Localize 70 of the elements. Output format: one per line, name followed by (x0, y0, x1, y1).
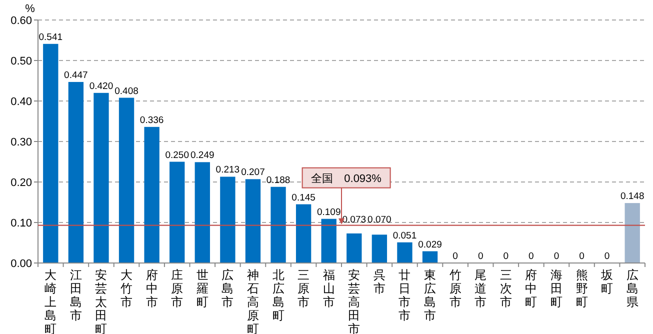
data-label: 0.541 (38, 32, 63, 43)
y-tick-label: 0.30 (10, 136, 32, 148)
x-tick-label: 福山市 (322, 268, 335, 309)
x-tick-label: 三次市 (500, 268, 512, 309)
bar (170, 162, 185, 263)
data-label: 0.070 (368, 214, 392, 226)
bar (321, 218, 336, 263)
data-label: 0 (604, 251, 610, 262)
y-tick-label: 0.20 (10, 177, 32, 189)
data-label: 0.051 (392, 230, 417, 242)
data-label: 0.207 (241, 167, 265, 178)
bar (43, 44, 58, 263)
data-label: 0 (478, 251, 484, 262)
x-tick-label: 東広島市 (424, 268, 436, 322)
data-label: 0 (579, 251, 584, 262)
data-label: 0.250 (165, 150, 189, 161)
x-tick-label: 坂町 (600, 268, 614, 296)
bar (118, 98, 134, 263)
x-tick-label: 竹原市 (449, 268, 462, 309)
bar (372, 234, 388, 263)
data-label: 0.420 (89, 80, 114, 92)
x-tick-label: 熊野町 (576, 268, 588, 309)
ref-line-label: 全国 0.093% (311, 172, 382, 185)
y-tick-label: 0.50 (10, 56, 32, 68)
x-tick-label: 江田島市 (70, 268, 82, 322)
data-label: 0.029 (418, 239, 442, 250)
x-tick-label: 呉市 (373, 268, 386, 296)
bar (94, 92, 109, 263)
bar (397, 242, 412, 263)
x-tick-label: 広島市 (222, 268, 234, 309)
data-label: 0.447 (64, 70, 88, 81)
bar (624, 203, 640, 263)
x-tick-label: 広島県 (626, 268, 638, 309)
y-tick-label: 0.60 (10, 15, 32, 27)
data-label: 0.109 (316, 206, 341, 218)
bar (68, 82, 84, 263)
x-tick-label: 廿日市市 (398, 268, 411, 322)
x-tick-label: 世羅町 (196, 268, 208, 309)
bar (245, 179, 261, 263)
x-tick-label: 府中町 (525, 268, 538, 309)
y-tick-label: 0.10 (10, 218, 32, 230)
x-tick-label: 府中市 (146, 268, 158, 309)
data-label: 0.148 (620, 191, 644, 202)
data-label: 0 (554, 251, 560, 262)
data-label: 0.188 (266, 174, 290, 186)
bar (422, 251, 438, 263)
bar (270, 186, 286, 263)
x-tick-label: 北広島町 (272, 268, 284, 322)
data-label: 0.213 (216, 164, 240, 176)
data-label: 0.408 (114, 86, 138, 97)
bar (220, 176, 236, 263)
bar (194, 162, 210, 263)
x-tick-label: 三原市 (298, 268, 310, 309)
x-tick-label: 大竹市 (120, 268, 133, 309)
bar (346, 233, 362, 263)
data-label: 0 (528, 251, 534, 262)
y-axis-title: % (25, 3, 36, 15)
data-label: 0 (503, 251, 509, 262)
x-tick-label: 庄原市 (171, 268, 184, 309)
x-tick-label: 海田町 (550, 268, 562, 309)
data-label: 0.336 (140, 114, 164, 126)
x-tick-label: 尾道市 (474, 268, 487, 309)
data-label: 0.073 (342, 214, 366, 226)
data-label: 0.145 (292, 192, 316, 204)
y-tick-label: 0.00 (10, 258, 32, 270)
y-tick-label: 0.40 (10, 96, 32, 108)
bar (144, 126, 160, 263)
data-label: 0 (452, 251, 458, 262)
bar (296, 204, 312, 263)
data-label: 0.249 (190, 150, 214, 162)
